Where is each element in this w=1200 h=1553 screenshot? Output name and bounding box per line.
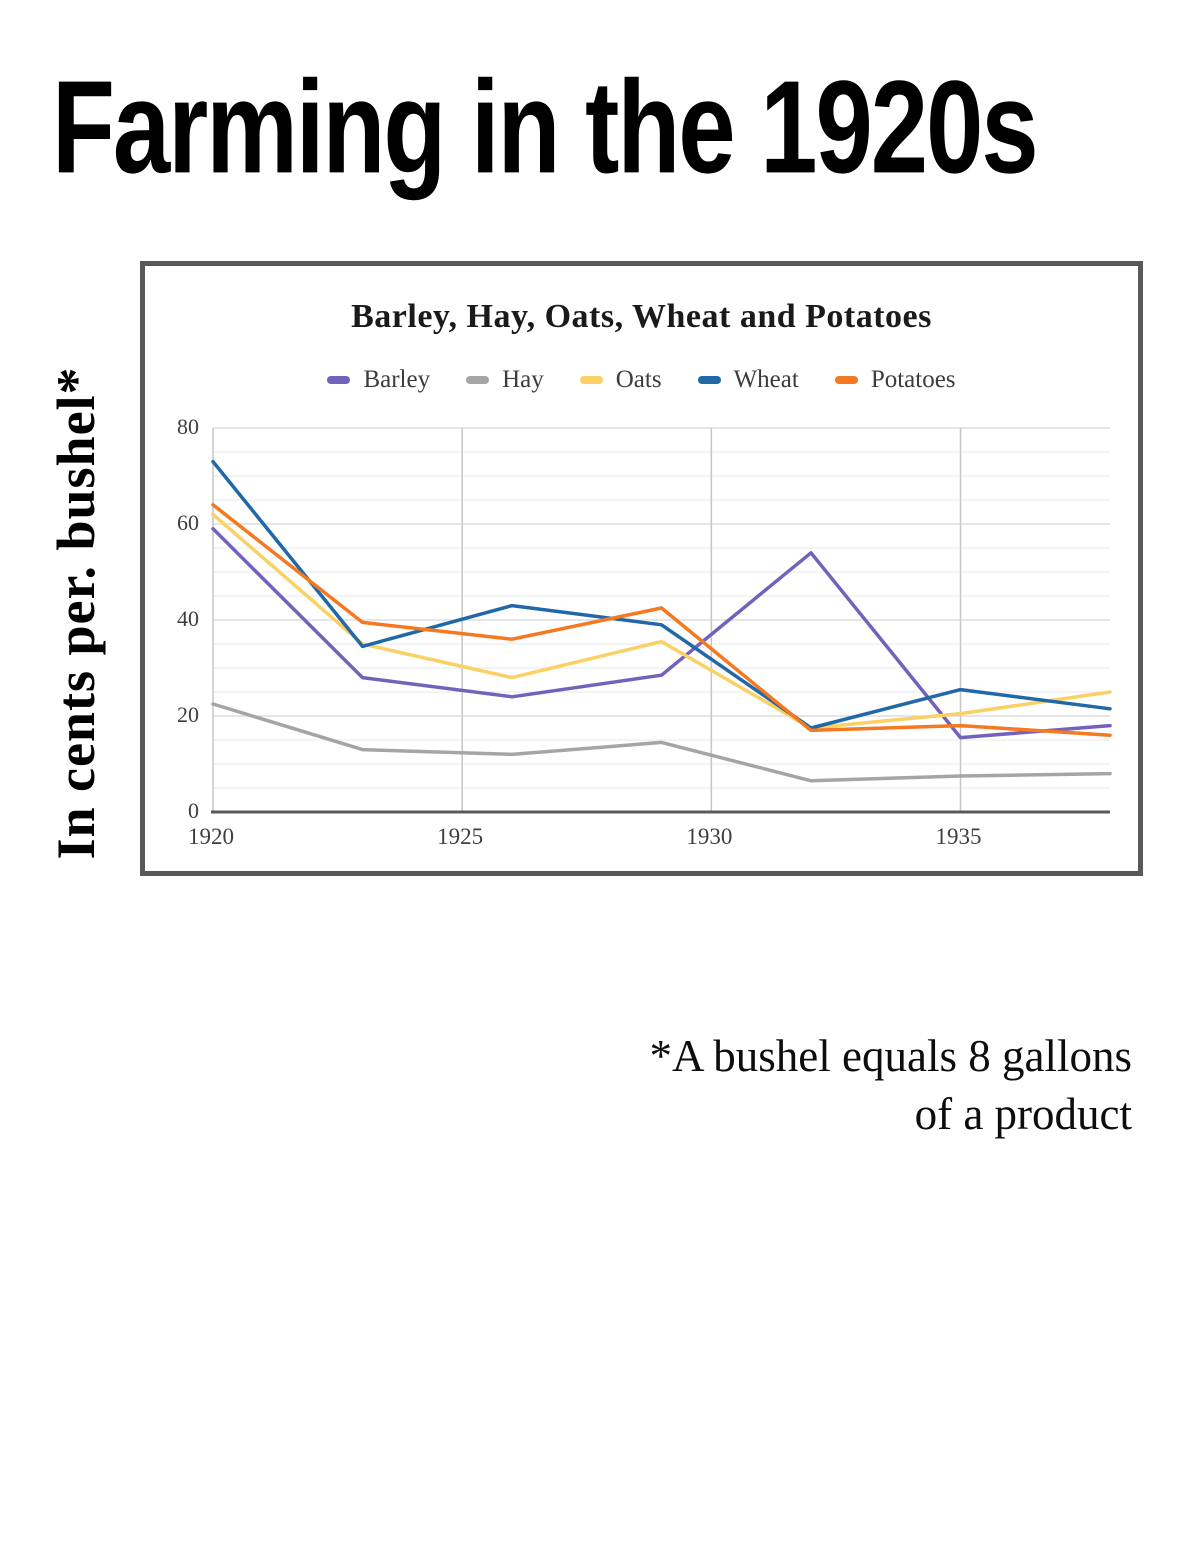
series-line-wheat [211,459,1112,730]
legend-label-wheat: Wheat [733,366,799,393]
legend-swatch-oats [579,376,603,384]
legend-item-potatoes: Potatoes [834,366,956,394]
legend-label-barley: Barley [363,366,431,393]
line-chart-plot: 0 20 40 60 80 1920 1925 1930 1935 [177,414,1112,849]
legend-swatch-potatoes [834,376,858,384]
footnote-line-1: *A bushel equals 8 gallons [649,1031,1132,1081]
legend-swatch-barley [327,376,351,384]
y-tick-label: 80 [177,414,199,439]
series-line-barley [211,527,1112,740]
series-line-potatoes [211,503,1112,737]
legend-label-potatoes: Potatoes [870,366,956,393]
chart-legend: Barley Hay Oats Wheat Potatoes [145,366,1138,394]
legend-label-oats: Oats [615,366,662,393]
legend-item-barley: Barley [327,366,430,394]
page-title: Farming in the 1920s [52,53,1039,201]
y-axis-page-label: In cents per. bushel* [46,366,106,860]
legend-label-hay: Hay [502,366,544,393]
footnote: *A bushel equals 8 gallons of a product [432,1028,1132,1143]
y-tick-label: 60 [177,510,199,535]
x-tick-label: 1925 [437,824,483,849]
legend-item-wheat: Wheat [697,366,799,394]
x-tick-label: 1920 [188,824,234,849]
y-tick-label: 20 [177,702,199,727]
chart-card: Barley, Hay, Oats, Wheat and Potatoes Ba… [140,261,1143,876]
legend-swatch-hay [466,376,490,384]
y-tick-label: 0 [188,798,199,823]
legend-item-hay: Hay [466,366,544,394]
footnote-line-2: of a product [914,1088,1132,1139]
legend-item-oats: Oats [579,366,662,394]
y-tick-label: 40 [177,606,199,631]
chart-title: Barley, Hay, Oats, Wheat and Potatoes [351,298,932,335]
legend-swatch-wheat [697,376,721,384]
x-tick-label: 1935 [936,824,982,849]
x-tick-label: 1930 [686,824,732,849]
series-line-hay [211,702,1112,783]
series-line-oats [211,512,1112,730]
